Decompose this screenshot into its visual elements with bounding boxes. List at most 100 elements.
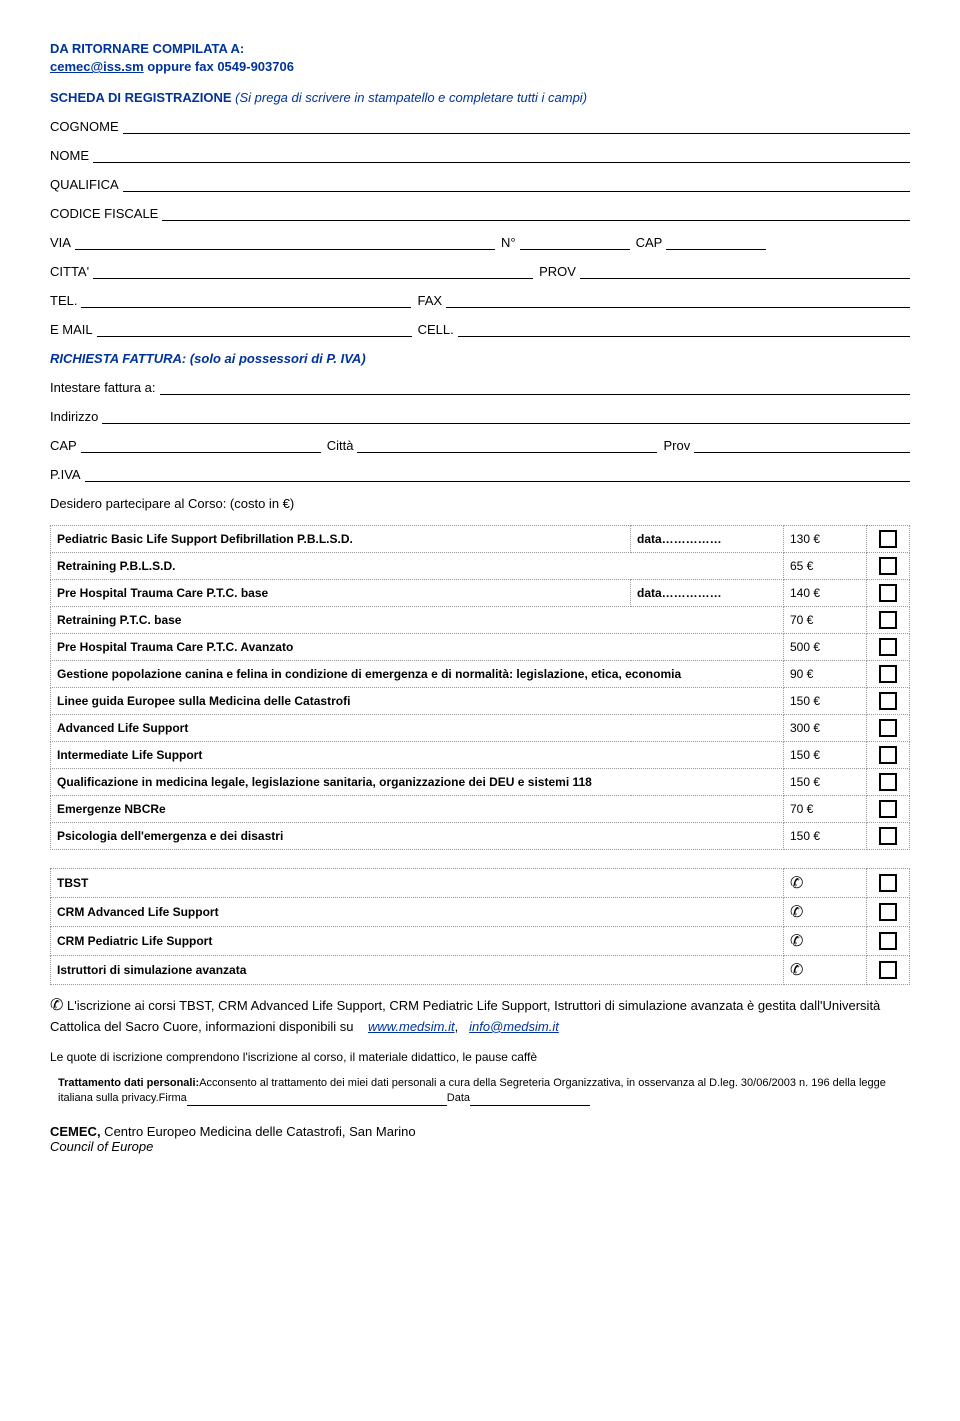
label-intestare: Intestare fattura a:	[50, 380, 156, 395]
course-price: 300 €	[784, 715, 867, 742]
medsim-email-link[interactable]: info@medsim.it	[469, 1019, 559, 1034]
underline[interactable]	[162, 206, 910, 221]
label-cap: CAP	[636, 235, 663, 250]
course-price: 140 €	[784, 580, 867, 607]
underline[interactable]	[75, 235, 495, 250]
course-checkbox[interactable]	[879, 827, 897, 845]
course-row: Linee guida Europee sulla Medicina delle…	[51, 688, 910, 715]
course-row: Pre Hospital Trauma Care P.T.C. Avanzato…	[51, 634, 910, 661]
sim-checkbox-cell	[867, 898, 910, 927]
course-price: 150 €	[784, 742, 867, 769]
course-price: 150 €	[784, 823, 867, 850]
footer: CEMEC, Centro Europeo Medicina delle Cat…	[50, 1124, 910, 1154]
underline[interactable]	[187, 1091, 447, 1106]
sim-checkbox-cell	[867, 956, 910, 985]
underline[interactable]	[520, 235, 630, 250]
courses-table-wrapper: Pediatric Basic Life Support Defibrillat…	[50, 525, 910, 850]
underline[interactable]	[160, 380, 910, 395]
underline[interactable]	[102, 409, 910, 424]
course-desc: Psicologia dell'emergenza e dei disastri	[51, 823, 784, 850]
course-checkbox[interactable]	[879, 800, 897, 818]
course-checkbox[interactable]	[879, 584, 897, 602]
field-piva: P.IVA	[50, 467, 910, 482]
underline[interactable]	[81, 293, 411, 308]
course-data: data……………	[631, 580, 784, 607]
phone-icon: ✆	[790, 873, 803, 893]
course-checkbox[interactable]	[879, 638, 897, 656]
course-price: 90 €	[784, 661, 867, 688]
course-desc: Retraining P.T.C. base	[51, 607, 784, 634]
course-desc: Intermediate Life Support	[51, 742, 784, 769]
footer-cemec-rest: Centro Europeo Medicina delle Catastrofi…	[101, 1124, 416, 1139]
label-nome: NOME	[50, 148, 89, 163]
course-desc: Qualificazione in medicina legale, legis…	[51, 769, 784, 796]
course-desc: Advanced Life Support	[51, 715, 784, 742]
underline[interactable]	[97, 322, 412, 337]
course-checkbox[interactable]	[879, 692, 897, 710]
course-checkbox[interactable]	[879, 665, 897, 683]
course-checkbox[interactable]	[879, 530, 897, 548]
label-codice-fiscale: CODICE FISCALE	[50, 206, 158, 221]
course-checkbox[interactable]	[879, 773, 897, 791]
course-row: Gestione popolazione canina e felina in …	[51, 661, 910, 688]
sim-checkbox-cell	[867, 869, 910, 898]
field-cognome: COGNOME	[50, 119, 910, 134]
phone-icon: ✆	[790, 931, 803, 951]
course-checkbox[interactable]	[879, 746, 897, 764]
sim-checkbox[interactable]	[879, 903, 897, 921]
underline[interactable]	[580, 264, 910, 279]
course-checkbox-cell	[867, 580, 910, 607]
sim-checkbox[interactable]	[879, 874, 897, 892]
course-row: Retraining P.B.L.S.D.65 €	[51, 553, 910, 580]
label-via: VIA	[50, 235, 71, 250]
course-row: Emergenze NBCRe70 €	[51, 796, 910, 823]
course-checkbox-cell	[867, 769, 910, 796]
underline[interactable]	[446, 293, 910, 308]
underline[interactable]	[93, 148, 910, 163]
return-label: DA RITORNARE COMPILATA A:	[50, 41, 244, 56]
course-checkbox-cell	[867, 796, 910, 823]
course-row: Retraining P.T.C. base70 €	[51, 607, 910, 634]
underline[interactable]	[93, 264, 533, 279]
scheda-title-text: SCHEDA DI REGISTRAZIONE	[50, 90, 232, 105]
course-checkbox[interactable]	[879, 557, 897, 575]
underline[interactable]	[694, 438, 910, 453]
underline[interactable]	[357, 438, 657, 453]
course-price: 130 €	[784, 526, 867, 553]
course-checkbox-cell	[867, 634, 910, 661]
underline[interactable]	[81, 438, 321, 453]
medsim-link[interactable]: www.medsim.it	[368, 1019, 455, 1034]
course-price: 70 €	[784, 796, 867, 823]
label-tel: TEL.	[50, 293, 77, 308]
underline[interactable]	[470, 1091, 590, 1106]
field-tel-row: TEL. FAX	[50, 293, 910, 308]
underline[interactable]	[666, 235, 766, 250]
return-email-link[interactable]: cemec@iss.sm	[50, 59, 144, 74]
underline[interactable]	[123, 177, 910, 192]
label-prov2: Prov	[663, 438, 690, 453]
course-price: 65 €	[784, 553, 867, 580]
course-row: Psicologia dell'emergenza e dei disastri…	[51, 823, 910, 850]
course-checkbox-cell	[867, 742, 910, 769]
label-piva: P.IVA	[50, 467, 81, 482]
sim-phone-cell: ✆	[784, 869, 867, 898]
sim-row: CRM Advanced Life Support✆	[51, 898, 910, 927]
sim-checkbox[interactable]	[879, 932, 897, 950]
course-checkbox[interactable]	[879, 611, 897, 629]
underline[interactable]	[458, 322, 910, 337]
label-fax: FAX	[417, 293, 442, 308]
field-citta-row: CITTA' PROV	[50, 264, 910, 279]
scheda-title: SCHEDA DI REGISTRAZIONE (Si prega di scr…	[50, 90, 910, 105]
label-n: N°	[501, 235, 516, 250]
underline[interactable]	[85, 467, 910, 482]
quote-note: Le quote di iscrizione comprendono l'isc…	[50, 1050, 910, 1064]
phone-icon: ✆	[790, 902, 803, 922]
sim-checkbox[interactable]	[879, 961, 897, 979]
course-checkbox-cell	[867, 661, 910, 688]
underline[interactable]	[123, 119, 910, 134]
course-row: Advanced Life Support300 €	[51, 715, 910, 742]
field-cap2-row: CAP Città Prov	[50, 438, 910, 453]
desidero-label: Desidero partecipare al Corso: (costo in…	[50, 496, 910, 511]
phone-icon: ✆	[50, 995, 63, 1017]
course-checkbox[interactable]	[879, 719, 897, 737]
